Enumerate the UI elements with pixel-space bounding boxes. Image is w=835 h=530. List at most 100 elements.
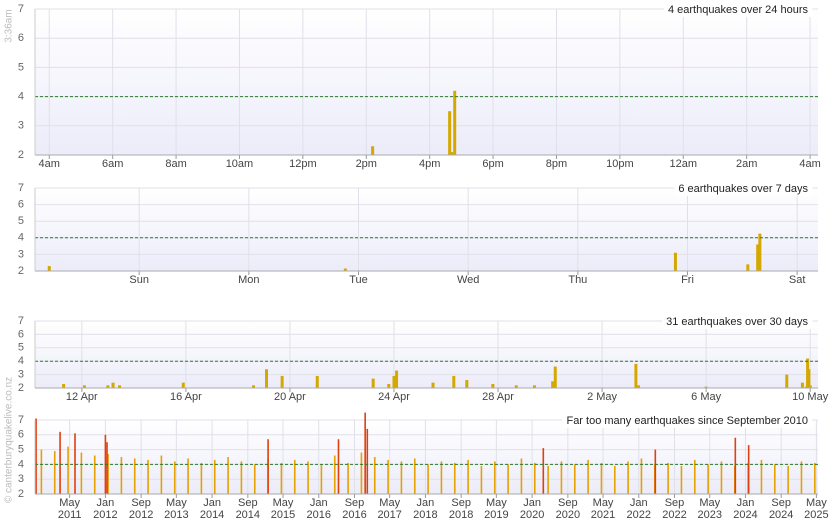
bar — [360, 452, 363, 494]
x-tick-label: Sep 2020 — [555, 497, 581, 521]
x-tick-label: Mon — [238, 274, 260, 286]
bar — [547, 465, 549, 494]
x-tick-label: Jan 2012 — [93, 497, 118, 521]
bar — [62, 383, 66, 388]
bar — [395, 370, 399, 388]
x-tick-label: Sep 2014 — [235, 497, 261, 521]
plot-background — [35, 321, 818, 388]
bar — [240, 461, 243, 494]
bar — [106, 385, 110, 388]
y-tick-label: 2 — [18, 488, 24, 500]
bar — [392, 375, 396, 388]
x-tick-label: May 2021 — [590, 497, 616, 521]
bar — [118, 385, 122, 388]
bar — [453, 462, 456, 494]
x-tick-label: May 2013 — [164, 497, 189, 521]
y-tick-label: 2 — [18, 149, 24, 161]
x-tick-label: May 2017 — [377, 497, 402, 521]
x-tick-label: 2 May — [587, 391, 618, 403]
bar — [147, 459, 149, 494]
bar — [785, 374, 789, 388]
bar — [637, 385, 641, 388]
bar — [673, 252, 677, 271]
bar — [704, 386, 708, 388]
bar — [120, 457, 123, 494]
x-tick-label: 20 Apr — [274, 391, 306, 403]
bar — [720, 461, 723, 494]
bar — [413, 458, 416, 494]
bar — [654, 449, 657, 494]
title-background — [662, 314, 813, 329]
bar — [366, 428, 369, 494]
y-tick-label: 5 — [18, 215, 24, 227]
bar — [80, 452, 83, 494]
x-tick-label: Sat — [788, 274, 806, 286]
bar — [67, 446, 69, 494]
bar — [347, 462, 349, 494]
bar — [693, 459, 696, 494]
x-tick-label: Sep 2012 — [128, 497, 154, 521]
y-tick-label: 7 — [18, 3, 24, 15]
bar — [267, 439, 269, 494]
y-tick-label: 7 — [18, 182, 24, 194]
x-tick-label: 12pm — [289, 158, 317, 170]
y-tick-label: 4 — [18, 91, 24, 103]
bar — [551, 381, 555, 388]
plot-background — [35, 420, 818, 494]
bar — [387, 383, 391, 388]
bar — [371, 378, 375, 388]
bar — [187, 458, 189, 494]
bar — [173, 461, 176, 494]
bar — [450, 152, 454, 155]
bar — [106, 442, 108, 494]
y-tick-label: 6 — [18, 32, 24, 44]
x-tick-label: 24 Apr — [378, 391, 410, 403]
x-tick-label: 12 Apr — [65, 391, 98, 403]
x-tick-label: May 2011 — [57, 497, 82, 521]
bar — [293, 459, 296, 494]
y-tick-label: 4 — [18, 355, 24, 367]
bar — [667, 462, 669, 494]
panel-title: 31 earthquakes over 30 days — [666, 316, 808, 328]
copyright: © canterburyquakelive.co.nz — [4, 377, 15, 503]
bar — [491, 383, 495, 388]
x-tick-label: 8pm — [545, 158, 568, 170]
bar — [553, 366, 557, 388]
x-tick-label: 4pm — [418, 158, 441, 170]
x-tick-label: 28 Apr — [482, 391, 514, 403]
bar — [680, 465, 683, 494]
bar — [452, 375, 456, 388]
bar — [227, 457, 229, 494]
x-tick-label: Fri — [681, 274, 694, 286]
bar — [387, 459, 389, 494]
x-tick-label: 6 May — [691, 391, 722, 403]
x-tick-label: 6pm — [482, 158, 504, 170]
plot-background — [35, 9, 818, 155]
bar — [133, 458, 136, 494]
bar — [600, 462, 603, 494]
x-tick-label: 2am — [735, 158, 758, 170]
bar — [746, 264, 750, 271]
bar — [480, 465, 483, 494]
y-tick-label: 5 — [18, 342, 24, 354]
bar — [35, 418, 37, 494]
bar — [82, 385, 86, 388]
bar — [364, 412, 366, 494]
x-tick-label: 12am — [669, 158, 698, 170]
bar — [507, 464, 509, 494]
x-tick-label: May 2023 — [697, 497, 722, 521]
y-tick-label: 7 — [18, 414, 24, 426]
bar — [800, 382, 804, 388]
y-tick-label: 2 — [18, 265, 24, 277]
y-tick-label: 2 — [18, 382, 24, 394]
bar — [333, 455, 336, 494]
bar — [320, 464, 323, 494]
bar — [373, 457, 376, 494]
bar — [253, 464, 256, 494]
bar — [734, 437, 737, 494]
x-tick-label: Wed — [456, 274, 480, 286]
panel-title: 6 earthquakes over 7 days — [678, 183, 808, 195]
x-tick-label: 2pm — [355, 158, 377, 170]
x-tick-label: Jan 2016 — [306, 497, 331, 521]
